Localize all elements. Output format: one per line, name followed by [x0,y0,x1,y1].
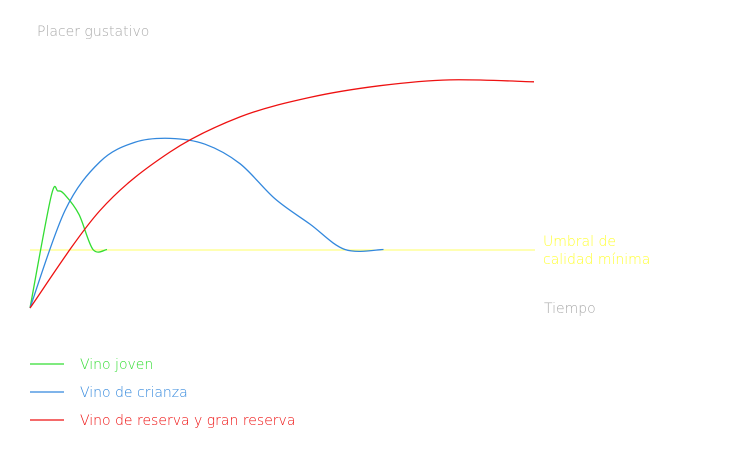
legend-item-vino-de-crianza: Vino de crianza [30,385,188,401]
legend-label-vino-de-reserva: Vino de reserva y gran reserva [80,413,295,429]
x-axis-label: Tiempo [544,301,596,317]
legend-item-vino-de-reserva: Vino de reserva y gran reserva [30,413,295,429]
series-layer [29,79,535,309]
legend: Vino joven Vino de crianza Vino de reser… [30,357,295,429]
threshold-label: Umbral de calidad mínima [543,234,650,268]
series-line-vino-de-crianza [29,137,384,309]
series-line-vino-joven [29,185,108,309]
threshold-label-line-1: Umbral de [543,234,616,250]
legend-label-vino-joven: Vino joven [80,357,153,373]
legend-item-vino-joven: Vino joven [30,357,153,373]
legend-label-vino-de-crianza: Vino de crianza [80,385,188,401]
y-axis-label: Placer gustativo [37,24,149,40]
threshold-label-line-2: calidad mínima [543,252,650,268]
series-line-vino-de-reserva [29,79,535,309]
